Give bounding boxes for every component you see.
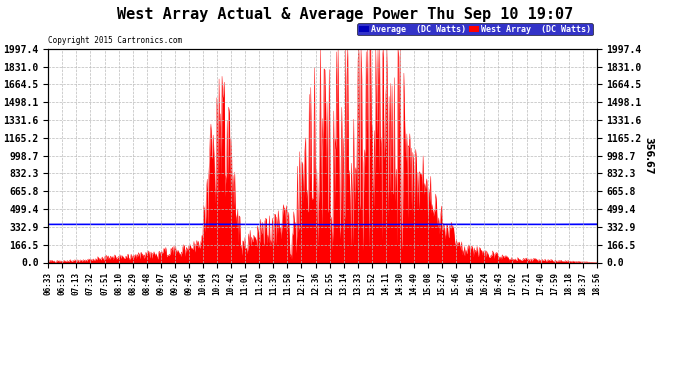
Text: Copyright 2015 Cartronics.com: Copyright 2015 Cartronics.com: [48, 36, 182, 45]
Legend: Average  (DC Watts), West Array  (DC Watts): Average (DC Watts), West Array (DC Watts…: [357, 23, 593, 35]
Text: West Array Actual & Average Power Thu Sep 10 19:07: West Array Actual & Average Power Thu Se…: [117, 8, 573, 22]
Y-axis label: 356.67: 356.67: [643, 137, 653, 174]
